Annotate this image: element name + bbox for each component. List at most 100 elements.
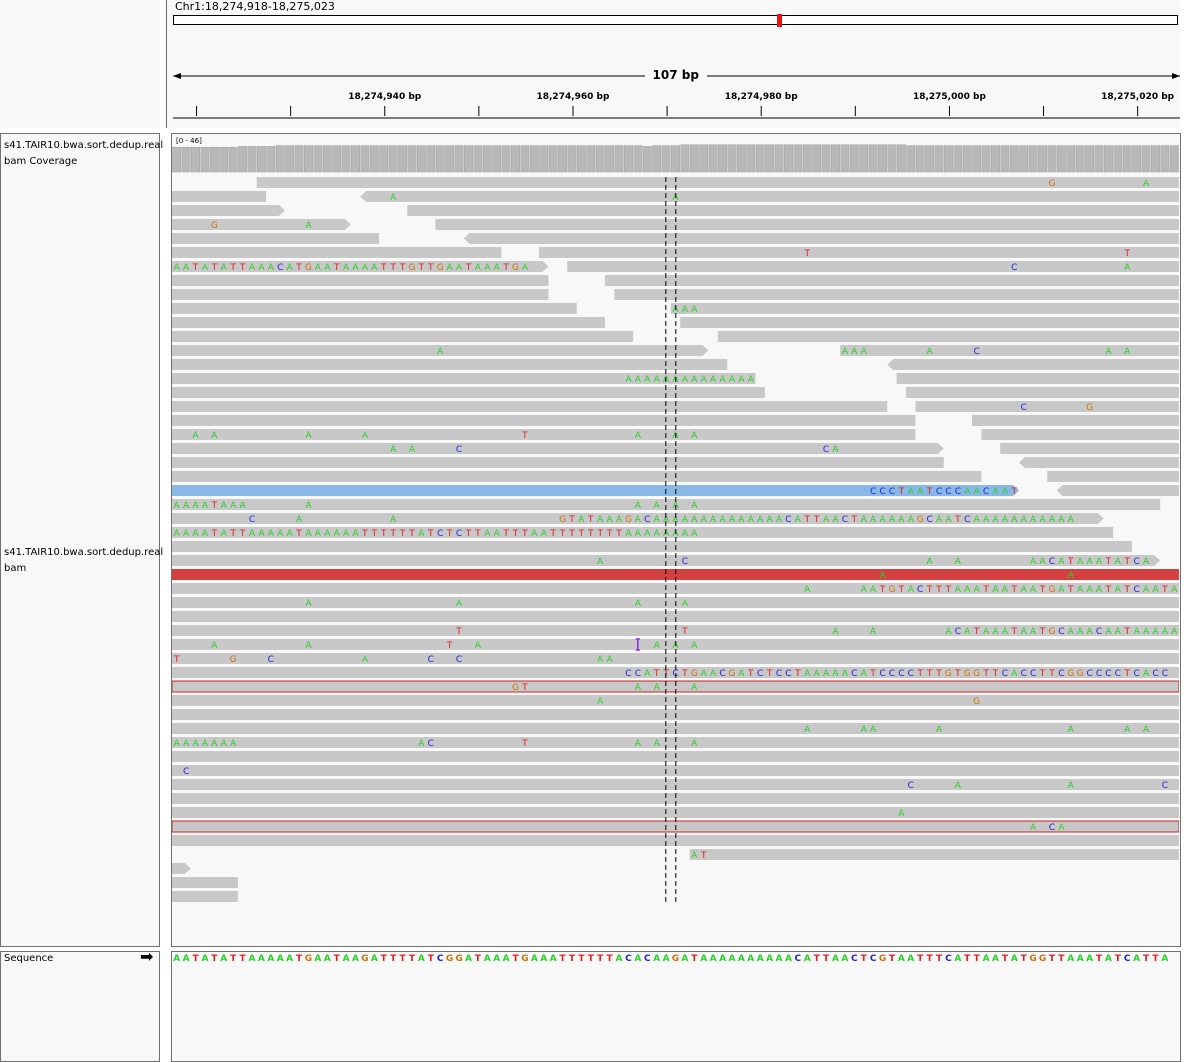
read-alignment[interactable] bbox=[172, 611, 1179, 622]
chromosome-ideogram[interactable] bbox=[173, 14, 1178, 27]
mismatch-base: T bbox=[427, 263, 434, 273]
read-alignment[interactable] bbox=[680, 317, 1179, 328]
mismatch-base: A bbox=[691, 501, 698, 511]
alignment-data-svg[interactable]: [0 - 46]GAAAGATTAATATATTAAACATGAATAAAATT… bbox=[172, 134, 1179, 946]
read-alignment[interactable] bbox=[463, 233, 1179, 244]
read-alignment[interactable] bbox=[172, 835, 1179, 846]
mismatch-base: T bbox=[1123, 557, 1130, 567]
reference-base: G bbox=[305, 954, 312, 964]
read-alignment[interactable] bbox=[172, 303, 577, 314]
read-alignment[interactable] bbox=[172, 401, 888, 412]
read-alignment[interactable] bbox=[172, 205, 285, 216]
read-alignment[interactable] bbox=[172, 261, 549, 272]
read-alignment[interactable] bbox=[172, 359, 728, 370]
read-alignment[interactable] bbox=[172, 513, 1104, 524]
mismatch-base: A bbox=[992, 627, 999, 637]
mismatch-base: T bbox=[465, 529, 472, 539]
read-alignment[interactable] bbox=[172, 373, 756, 384]
reference-base: T bbox=[230, 954, 237, 964]
read-alignment[interactable] bbox=[435, 219, 1179, 230]
read-alignment[interactable] bbox=[1000, 443, 1179, 454]
coverage-bar bbox=[981, 145, 991, 173]
read-alignment[interactable] bbox=[1056, 485, 1179, 496]
read-alignment[interactable] bbox=[172, 723, 1179, 734]
read-alignment[interactable] bbox=[172, 317, 605, 328]
read-alignment[interactable] bbox=[172, 737, 1179, 748]
read-alignment[interactable] bbox=[1047, 471, 1179, 482]
coverage-bar bbox=[200, 146, 210, 173]
read-alignment[interactable] bbox=[172, 541, 1132, 552]
read-alignment[interactable] bbox=[172, 680, 1179, 693]
read-alignment[interactable] bbox=[172, 891, 238, 902]
read-alignment[interactable] bbox=[604, 275, 1179, 286]
alignment-track-name[interactable]: s41.TAIR10.bwa.sort.dedup.real bam bbox=[4, 547, 164, 574]
read-alignment[interactable] bbox=[172, 443, 944, 454]
feature-panel[interactable] bbox=[171, 951, 1181, 1062]
read-alignment[interactable] bbox=[172, 779, 1179, 790]
mismatch-base: A bbox=[804, 669, 811, 679]
read-alignment[interactable] bbox=[172, 415, 916, 426]
sequence-track-name[interactable]: Sequence bbox=[4, 953, 54, 964]
read-alignment[interactable] bbox=[887, 359, 1179, 370]
read-alignment[interactable] bbox=[915, 401, 1179, 412]
read-alignment[interactable] bbox=[981, 429, 1179, 440]
insertion-marker[interactable] bbox=[635, 638, 640, 651]
read-alignment[interactable] bbox=[172, 863, 191, 874]
read-alignment[interactable] bbox=[172, 387, 765, 398]
coverage-bar bbox=[1075, 145, 1085, 173]
mismatch-base: C bbox=[908, 669, 914, 679]
mismatch-base: T bbox=[192, 263, 199, 273]
read-alignment[interactable] bbox=[614, 289, 1179, 300]
read-alignment[interactable] bbox=[172, 191, 267, 202]
mismatch-base: T bbox=[1123, 627, 1130, 637]
read-alignment[interactable] bbox=[172, 555, 1161, 566]
read-alignment[interactable] bbox=[172, 331, 634, 342]
strand-arrow-icon[interactable]: ➡ bbox=[140, 947, 154, 966]
coverage-track-name[interactable]: s41.TAIR10.bwa.sort.dedup.real bam Cover… bbox=[4, 140, 164, 167]
read-alignment[interactable] bbox=[971, 415, 1179, 426]
read-alignment[interactable] bbox=[172, 247, 502, 258]
read-alignment[interactable] bbox=[1019, 457, 1179, 468]
mismatch-base: T bbox=[596, 529, 603, 539]
read-alignment[interactable] bbox=[407, 205, 1179, 216]
mismatch-base: T bbox=[879, 585, 886, 595]
read-alignment[interactable] bbox=[172, 527, 1114, 538]
read-alignment[interactable] bbox=[172, 667, 1179, 678]
mismatch-base: G bbox=[1048, 627, 1055, 637]
read-alignment[interactable] bbox=[840, 345, 1179, 356]
read-alignment[interactable] bbox=[172, 345, 709, 356]
read-alignment[interactable] bbox=[360, 191, 1179, 202]
read-alignment[interactable] bbox=[172, 485, 1020, 496]
coverage-bar bbox=[294, 145, 304, 173]
read-alignment[interactable] bbox=[689, 849, 1179, 860]
read-alignment[interactable] bbox=[906, 387, 1179, 398]
reference-base: A bbox=[267, 954, 274, 964]
read-alignment[interactable] bbox=[172, 219, 351, 230]
read-alignment[interactable] bbox=[567, 261, 1179, 272]
read-alignment[interactable] bbox=[539, 247, 1179, 258]
read-alignment[interactable] bbox=[172, 499, 1161, 510]
read-alignment[interactable] bbox=[172, 793, 1179, 804]
read-alignment[interactable] bbox=[172, 569, 1179, 580]
read-alignment[interactable] bbox=[670, 303, 1179, 314]
coverage-track[interactable]: [0 - 46] bbox=[172, 137, 1179, 173]
reference-base: T bbox=[607, 954, 614, 964]
mismatch-base: A bbox=[701, 515, 708, 525]
read-alignment[interactable] bbox=[172, 275, 549, 286]
read-alignment[interactable] bbox=[172, 289, 549, 300]
mismatch-base: A bbox=[1152, 627, 1159, 637]
read-alignment[interactable] bbox=[172, 457, 944, 468]
mismatch-base: A bbox=[578, 515, 585, 525]
read-alignment[interactable] bbox=[172, 877, 238, 888]
coverage-bar bbox=[181, 146, 191, 173]
read-alignment[interactable] bbox=[256, 177, 1179, 188]
read-alignment[interactable] bbox=[172, 471, 982, 482]
reference-base: G bbox=[361, 954, 368, 964]
read-alignment[interactable] bbox=[896, 373, 1179, 384]
alignment-track[interactable]: GAAAGATTAATATATTAAACATGAATAAAATTTGTTGAAT… bbox=[172, 177, 1179, 902]
mismatch-base: A bbox=[908, 515, 915, 525]
read-alignment[interactable] bbox=[172, 625, 1179, 636]
read-alignment[interactable] bbox=[172, 233, 380, 244]
read-alignment[interactable] bbox=[172, 429, 916, 440]
read-alignment[interactable] bbox=[717, 331, 1179, 342]
